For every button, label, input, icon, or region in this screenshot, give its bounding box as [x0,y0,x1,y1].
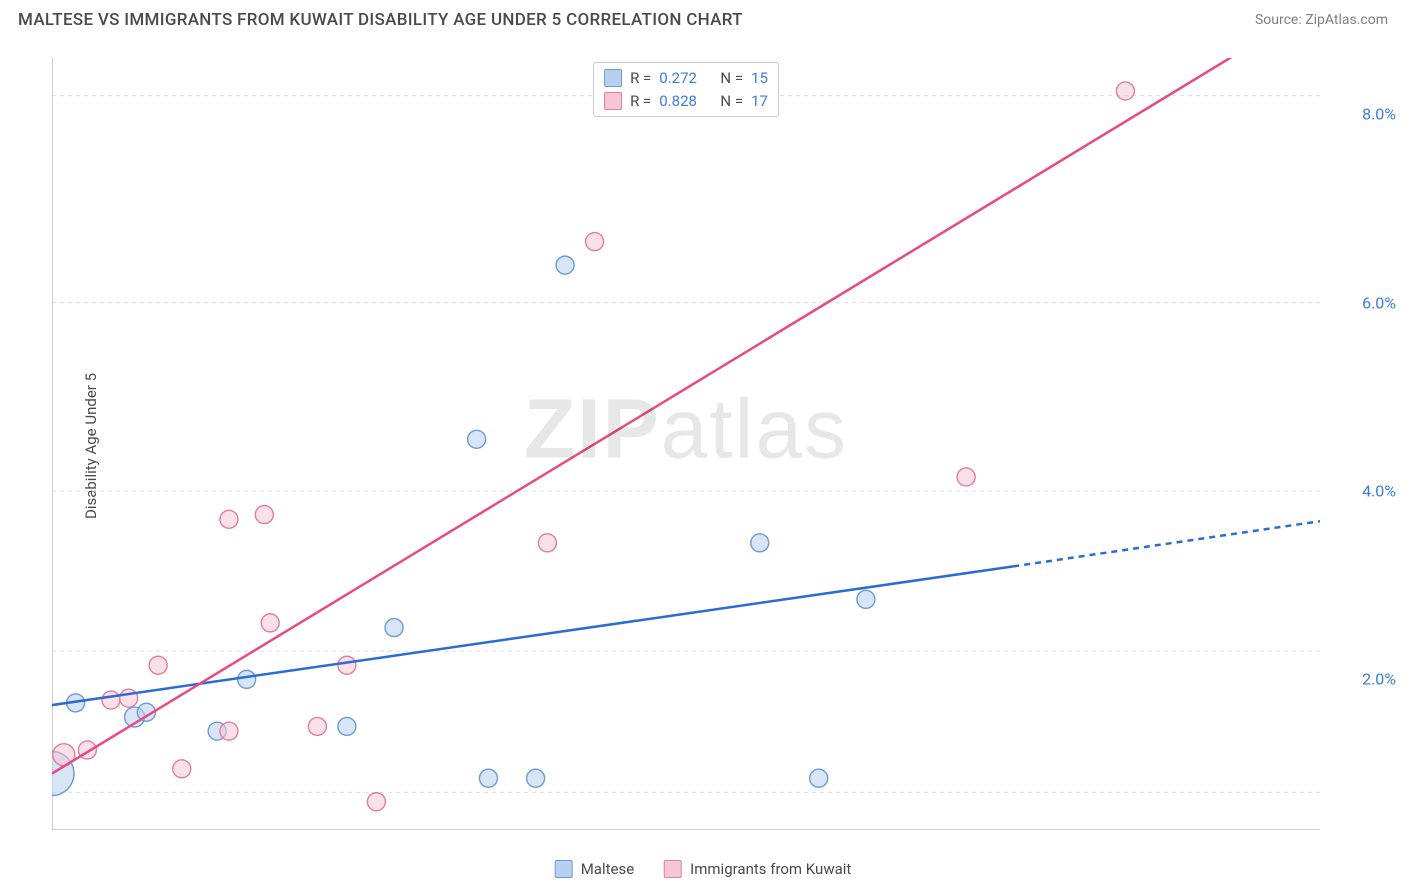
chart-title: MALTESE VS IMMIGRANTS FROM KUWAIT DISABI… [18,10,743,30]
legend-swatch [555,860,573,878]
data-point [238,670,256,688]
y-tick-label: 2.0% [1362,670,1396,689]
legend-n-label: N = [720,67,743,90]
data-point [556,256,574,274]
data-point [527,769,545,787]
legend-r-label: R = [630,90,651,113]
y-tick-label: 4.0% [1362,482,1396,501]
legend-stat-row: R = 0.272 N = 15 [604,67,768,90]
legend-series-item: Immigrants from Kuwait [664,860,851,878]
legend-swatch [604,69,622,87]
data-point [255,506,273,524]
legend-swatch [664,860,682,878]
data-point [751,534,769,552]
legend-series: Maltese Immigrants from Kuwait [555,860,852,878]
trend-line [52,58,1261,774]
legend-n-value: 15 [751,67,768,90]
y-tick-label: 6.0% [1362,293,1396,312]
data-point [1116,82,1134,100]
y-tick-label: 8.0% [1362,105,1396,124]
data-point [586,233,604,251]
chart-source: Source: ZipAtlas.com [1255,12,1388,28]
data-point [173,760,191,778]
legend-swatch [604,92,622,110]
legend-correlation: R = 0.272 N = 15 R = 0.828 N = 17 [593,62,779,117]
data-point [385,619,403,637]
legend-n-value: 17 [751,90,768,113]
legend-series-item: Maltese [555,860,634,878]
chart-plot-area: ZIPatlas R =0.272 N =15R =0.828 N =17 [52,58,1320,830]
data-point [220,722,238,740]
data-point [338,717,356,735]
data-point [810,769,828,787]
chart-svg [52,58,1320,830]
legend-stat-row: R = 0.828 N = 17 [604,90,768,113]
legend-r-value: 0.272 [659,67,697,90]
legend-r-value: 0.828 [659,90,697,113]
legend-n-label: N = [720,90,743,113]
legend-series-label: Maltese [581,860,634,878]
trend-line-extrapolated [1013,521,1320,566]
data-point [857,590,875,608]
data-point [479,769,497,787]
legend-r-label: R = [630,67,651,90]
chart-header: MALTESE VS IMMIGRANTS FROM KUWAIT DISABI… [0,0,1406,30]
data-point [468,430,486,448]
data-point [102,691,120,709]
legend-series-label: Immigrants from Kuwait [690,860,851,878]
data-point [538,534,556,552]
data-point [261,614,279,632]
data-point [308,717,326,735]
data-point [149,656,167,674]
data-point [338,656,356,674]
data-point [367,793,385,811]
data-point [957,468,975,486]
data-point [220,510,238,528]
